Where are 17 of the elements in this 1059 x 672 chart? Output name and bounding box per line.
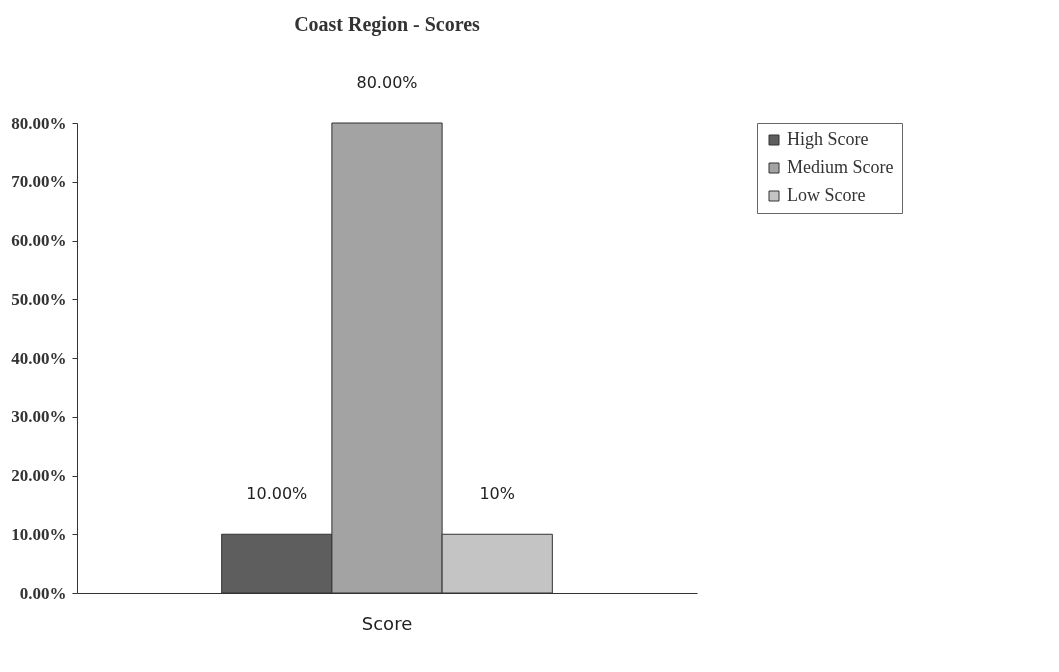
y-tick-label: 0.00% — [19, 583, 67, 603]
y-tick-label: 70.00% — [11, 172, 67, 192]
y-tick-label: 50.00% — [11, 289, 67, 309]
x-tick-label: Score — [361, 612, 413, 634]
y-tick-label: 60.00% — [11, 231, 67, 250]
y-tick-label: 30.00% — [11, 407, 67, 427]
legend-label: Medium Score — [787, 157, 894, 177]
data-label: 80.00% — [356, 73, 418, 92]
chart-title: Coast Region - Scores — [294, 13, 481, 36]
data-label: 10% — [479, 484, 515, 504]
y-tick-label: 10.00% — [11, 524, 67, 544]
legend-label: High Score — [787, 129, 869, 149]
y-tick-label: 40.00% — [11, 348, 67, 368]
legend-label: Low Score — [787, 185, 866, 205]
y-tick-label: 80.00% — [11, 113, 67, 133]
data-label: 10.00% — [246, 484, 308, 504]
y-tick-label: 20.00% — [11, 466, 67, 485]
